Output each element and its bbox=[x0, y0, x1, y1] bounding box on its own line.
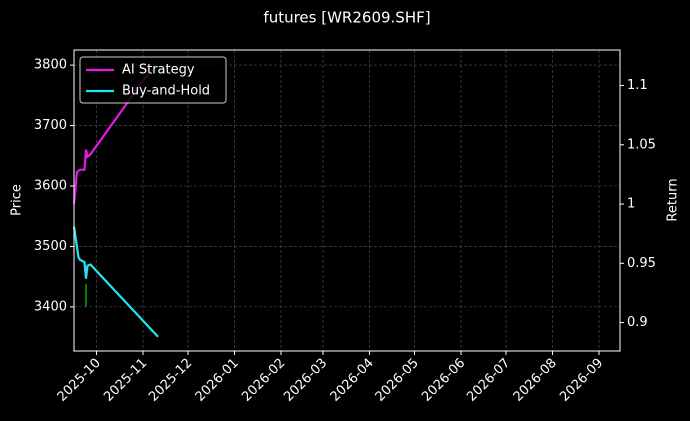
x-tick-label: 2026-02 bbox=[239, 356, 288, 405]
y2-tick-label: 0.9 bbox=[627, 315, 648, 330]
x-tick-label: 2025-10 bbox=[55, 356, 104, 405]
y2-tick-label: 1 bbox=[627, 197, 635, 212]
y-tick-label: 3800 bbox=[34, 58, 67, 73]
plot-frame bbox=[73, 49, 621, 352]
y2-tick-label: 1.05 bbox=[627, 137, 656, 152]
legend: AI Strategy Buy-and-Hold bbox=[79, 56, 227, 104]
series-line bbox=[72, 71, 150, 205]
x-tick-label: 2026-09 bbox=[557, 356, 606, 405]
x-tick-label: 2026-07 bbox=[464, 356, 513, 405]
x-tick-label: 2026-08 bbox=[511, 356, 560, 405]
y-tick-label: 3400 bbox=[34, 299, 67, 314]
x-tick-label: 2026-01 bbox=[193, 356, 242, 405]
legend-label: Buy-and-Hold bbox=[122, 84, 210, 99]
y2-tick-label: 0.95 bbox=[627, 256, 656, 271]
x-tick-label: 2026-06 bbox=[419, 356, 468, 405]
series-line bbox=[72, 226, 159, 338]
x-tick-label: 2025-12 bbox=[146, 356, 195, 405]
x-tick-label: 2026-03 bbox=[281, 356, 330, 405]
y2-axis-label: Return bbox=[666, 178, 681, 221]
y2-tick-label: 1.1 bbox=[627, 78, 648, 93]
y-axis-label: Price bbox=[10, 184, 25, 216]
legend-label: AI Strategy bbox=[122, 63, 195, 78]
x-tick-label: 2026-04 bbox=[328, 356, 377, 405]
legend-box bbox=[79, 56, 227, 104]
y-tick-label: 3500 bbox=[34, 239, 67, 254]
y-tick-label: 3600 bbox=[34, 178, 67, 193]
x-tick-label: 2025-11 bbox=[101, 356, 150, 405]
chart-title: futures [WR2609.SHF] bbox=[263, 9, 430, 27]
y-tick-label: 3700 bbox=[34, 118, 67, 133]
x-tick-label: 2026-05 bbox=[373, 356, 422, 405]
